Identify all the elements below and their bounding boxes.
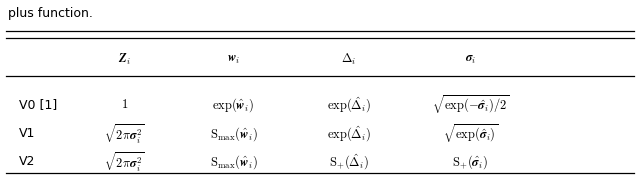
Text: $\mathrm{S}_{+}(\hat{\boldsymbol{\Delta}}_i)$: $\mathrm{S}_{+}(\hat{\boldsymbol{\Delta}… bbox=[328, 152, 369, 172]
Text: $\mathrm{S}_{\mathrm{max}}(\hat{\boldsymbol{w}}_i)$: $\mathrm{S}_{\mathrm{max}}(\hat{\boldsym… bbox=[210, 153, 257, 171]
Text: $\mathrm{S}_{+}(\hat{\boldsymbol{\sigma}}_i)$: $\mathrm{S}_{+}(\hat{\boldsymbol{\sigma}… bbox=[452, 153, 488, 171]
Text: $\boldsymbol{\sigma}_i$: $\boldsymbol{\sigma}_i$ bbox=[465, 53, 476, 66]
Text: $\boldsymbol{w}_i$: $\boldsymbol{w}_i$ bbox=[227, 53, 241, 66]
Text: $\mathrm{S}_{\mathrm{max}}(\hat{\boldsymbol{w}}_i)$: $\mathrm{S}_{\mathrm{max}}(\hat{\boldsym… bbox=[210, 125, 257, 143]
Text: $\sqrt{\exp(\hat{\boldsymbol{\sigma}}_i)}$: $\sqrt{\exp(\hat{\boldsymbol{\sigma}}_i)… bbox=[443, 122, 498, 145]
Text: V0 [1]: V0 [1] bbox=[19, 99, 58, 111]
Text: $\boldsymbol{\Delta}_i$: $\boldsymbol{\Delta}_i$ bbox=[341, 52, 356, 67]
Text: $\exp(\hat{\boldsymbol{\Delta}}_i)$: $\exp(\hat{\boldsymbol{\Delta}}_i)$ bbox=[326, 124, 371, 144]
Text: plus function.: plus function. bbox=[8, 7, 93, 20]
Text: $\sqrt{2\pi\boldsymbol{\sigma}_i^2}$: $\sqrt{2\pi\boldsymbol{\sigma}_i^2}$ bbox=[104, 150, 145, 174]
Text: $\exp(\hat{\boldsymbol{w}}_i)$: $\exp(\hat{\boldsymbol{w}}_i)$ bbox=[212, 96, 255, 114]
Text: $\exp(\hat{\boldsymbol{\Delta}}_i)$: $\exp(\hat{\boldsymbol{\Delta}}_i)$ bbox=[326, 95, 371, 115]
Text: V2: V2 bbox=[19, 155, 36, 168]
Text: $\boldsymbol{Z}_i$: $\boldsymbol{Z}_i$ bbox=[118, 52, 131, 67]
Text: $\sqrt{2\pi\boldsymbol{\sigma}_i^2}$: $\sqrt{2\pi\boldsymbol{\sigma}_i^2}$ bbox=[104, 122, 145, 146]
Text: $\mathbf{1}$: $\mathbf{1}$ bbox=[121, 99, 129, 111]
Text: $\sqrt{\exp(-\hat{\boldsymbol{\sigma}}_i)/2}$: $\sqrt{\exp(-\hat{\boldsymbol{\sigma}}_i… bbox=[431, 94, 509, 116]
Text: V1: V1 bbox=[19, 127, 36, 140]
